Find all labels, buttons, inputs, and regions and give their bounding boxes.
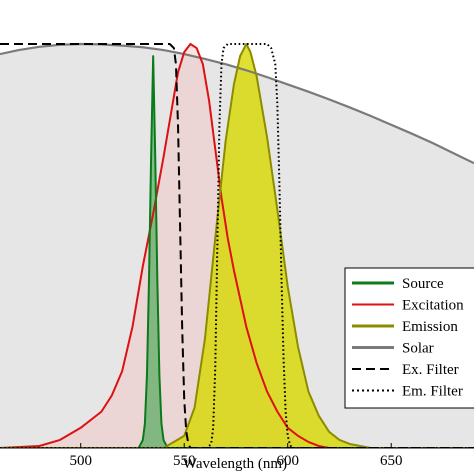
legend-label-ex_filter: Ex. Filter — [402, 362, 459, 378]
x-axis-title: Wavelength (nm) — [183, 456, 287, 472]
legend: Source Excitation Emission Solar Ex. Filter E… — [344, 267, 474, 409]
series-lines — [0, 42, 474, 448]
x-axis-ticks: 500 550 600 650 — [69, 443, 402, 469]
x-tick-label: 650 — [380, 453, 403, 469]
series-fill-emission — [0, 44, 474, 448]
legend-label-source: Source — [402, 276, 444, 292]
x-tick-label: 600 — [276, 453, 299, 469]
x-tick-label: 500 — [69, 453, 92, 469]
legend-label-excitation: Excitation — [402, 298, 464, 314]
series-line-emission — [0, 43, 474, 448]
legend-label-emission: Emission — [402, 319, 458, 335]
legend-items: Source Excitation Emission Solar Ex. Filter E… — [352, 276, 464, 400]
x-tick-label: 550 — [173, 453, 196, 469]
series-line-ex_filter — [0, 43, 474, 448]
legend-label-solar: Solar — [402, 341, 434, 357]
legend-box — [344, 267, 474, 409]
legend-label-em_filter: Em. Filter — [402, 384, 463, 400]
series-line-excitation — [0, 43, 474, 448]
series-line-source — [0, 55, 474, 448]
series-line-em_filter — [0, 43, 474, 448]
